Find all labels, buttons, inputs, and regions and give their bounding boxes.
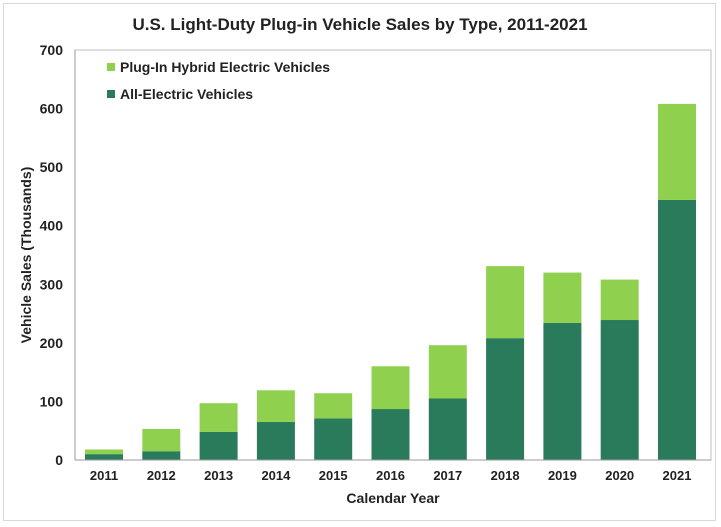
bar-phev-2020	[600, 279, 639, 321]
x-tick-label: 2021	[663, 468, 692, 483]
bar-phev-2016	[371, 366, 410, 410]
bar-phev-2013	[199, 403, 238, 432]
bar-phev-2014	[256, 390, 295, 422]
x-tick-label: 2014	[261, 468, 291, 483]
x-tick-label: 2012	[147, 468, 176, 483]
x-tick-label: 2019	[548, 468, 577, 483]
x-tick-label: 2018	[491, 468, 520, 483]
bar-bev-2016	[371, 409, 410, 460]
bar-phev-2021	[658, 103, 696, 200]
legend-label: Plug-In Hybrid Electric Vehicles	[120, 59, 330, 75]
bar-bev-2011	[85, 454, 123, 460]
y-tick-label: 200	[40, 335, 64, 351]
legend-label: All-Electric Vehicles	[120, 86, 253, 102]
y-tick-label: 600	[40, 101, 64, 117]
x-tick-label: 2017	[433, 468, 462, 483]
bar-bev-2018	[486, 338, 525, 460]
bar-phev-2018	[486, 266, 525, 339]
legend-swatch	[107, 90, 115, 98]
bar-phev-2019	[543, 272, 582, 323]
x-tick-label: 2011	[90, 468, 118, 483]
bar-bev-2021	[658, 199, 696, 460]
y-tick-label: 300	[40, 276, 64, 292]
x-axis-label: Calendar Year	[346, 490, 440, 506]
x-tick-label: 2015	[319, 468, 348, 483]
y-axis-label: Vehicle Sales (Thousands)	[18, 167, 34, 344]
bar-bev-2015	[314, 418, 353, 460]
y-tick-label: 100	[40, 393, 64, 409]
bar-phev-2017	[428, 345, 467, 399]
chart-frame	[3, 3, 716, 521]
y-tick-label: 700	[40, 42, 64, 58]
legend-swatch	[107, 63, 115, 71]
bar-phev-2012	[142, 428, 181, 452]
y-tick-label: 500	[40, 159, 64, 175]
bar-bev-2013	[199, 431, 238, 460]
chart-title: U.S. Light-Duty Plug-in Vehicle Sales by…	[132, 15, 587, 34]
y-tick-label: 400	[40, 218, 64, 234]
bar-bev-2017	[428, 398, 467, 460]
bar-phev-2015	[314, 393, 353, 419]
y-tick-label: 0	[55, 452, 63, 468]
x-tick-label: 2013	[204, 468, 233, 483]
bar-bev-2014	[256, 421, 295, 460]
bar-bev-2019	[543, 322, 582, 460]
bar-bev-2020	[600, 320, 639, 460]
x-tick-label: 2016	[376, 468, 405, 483]
bar-phev-2011	[85, 449, 123, 455]
bar-bev-2012	[142, 451, 181, 460]
x-tick-label: 2020	[605, 468, 634, 483]
